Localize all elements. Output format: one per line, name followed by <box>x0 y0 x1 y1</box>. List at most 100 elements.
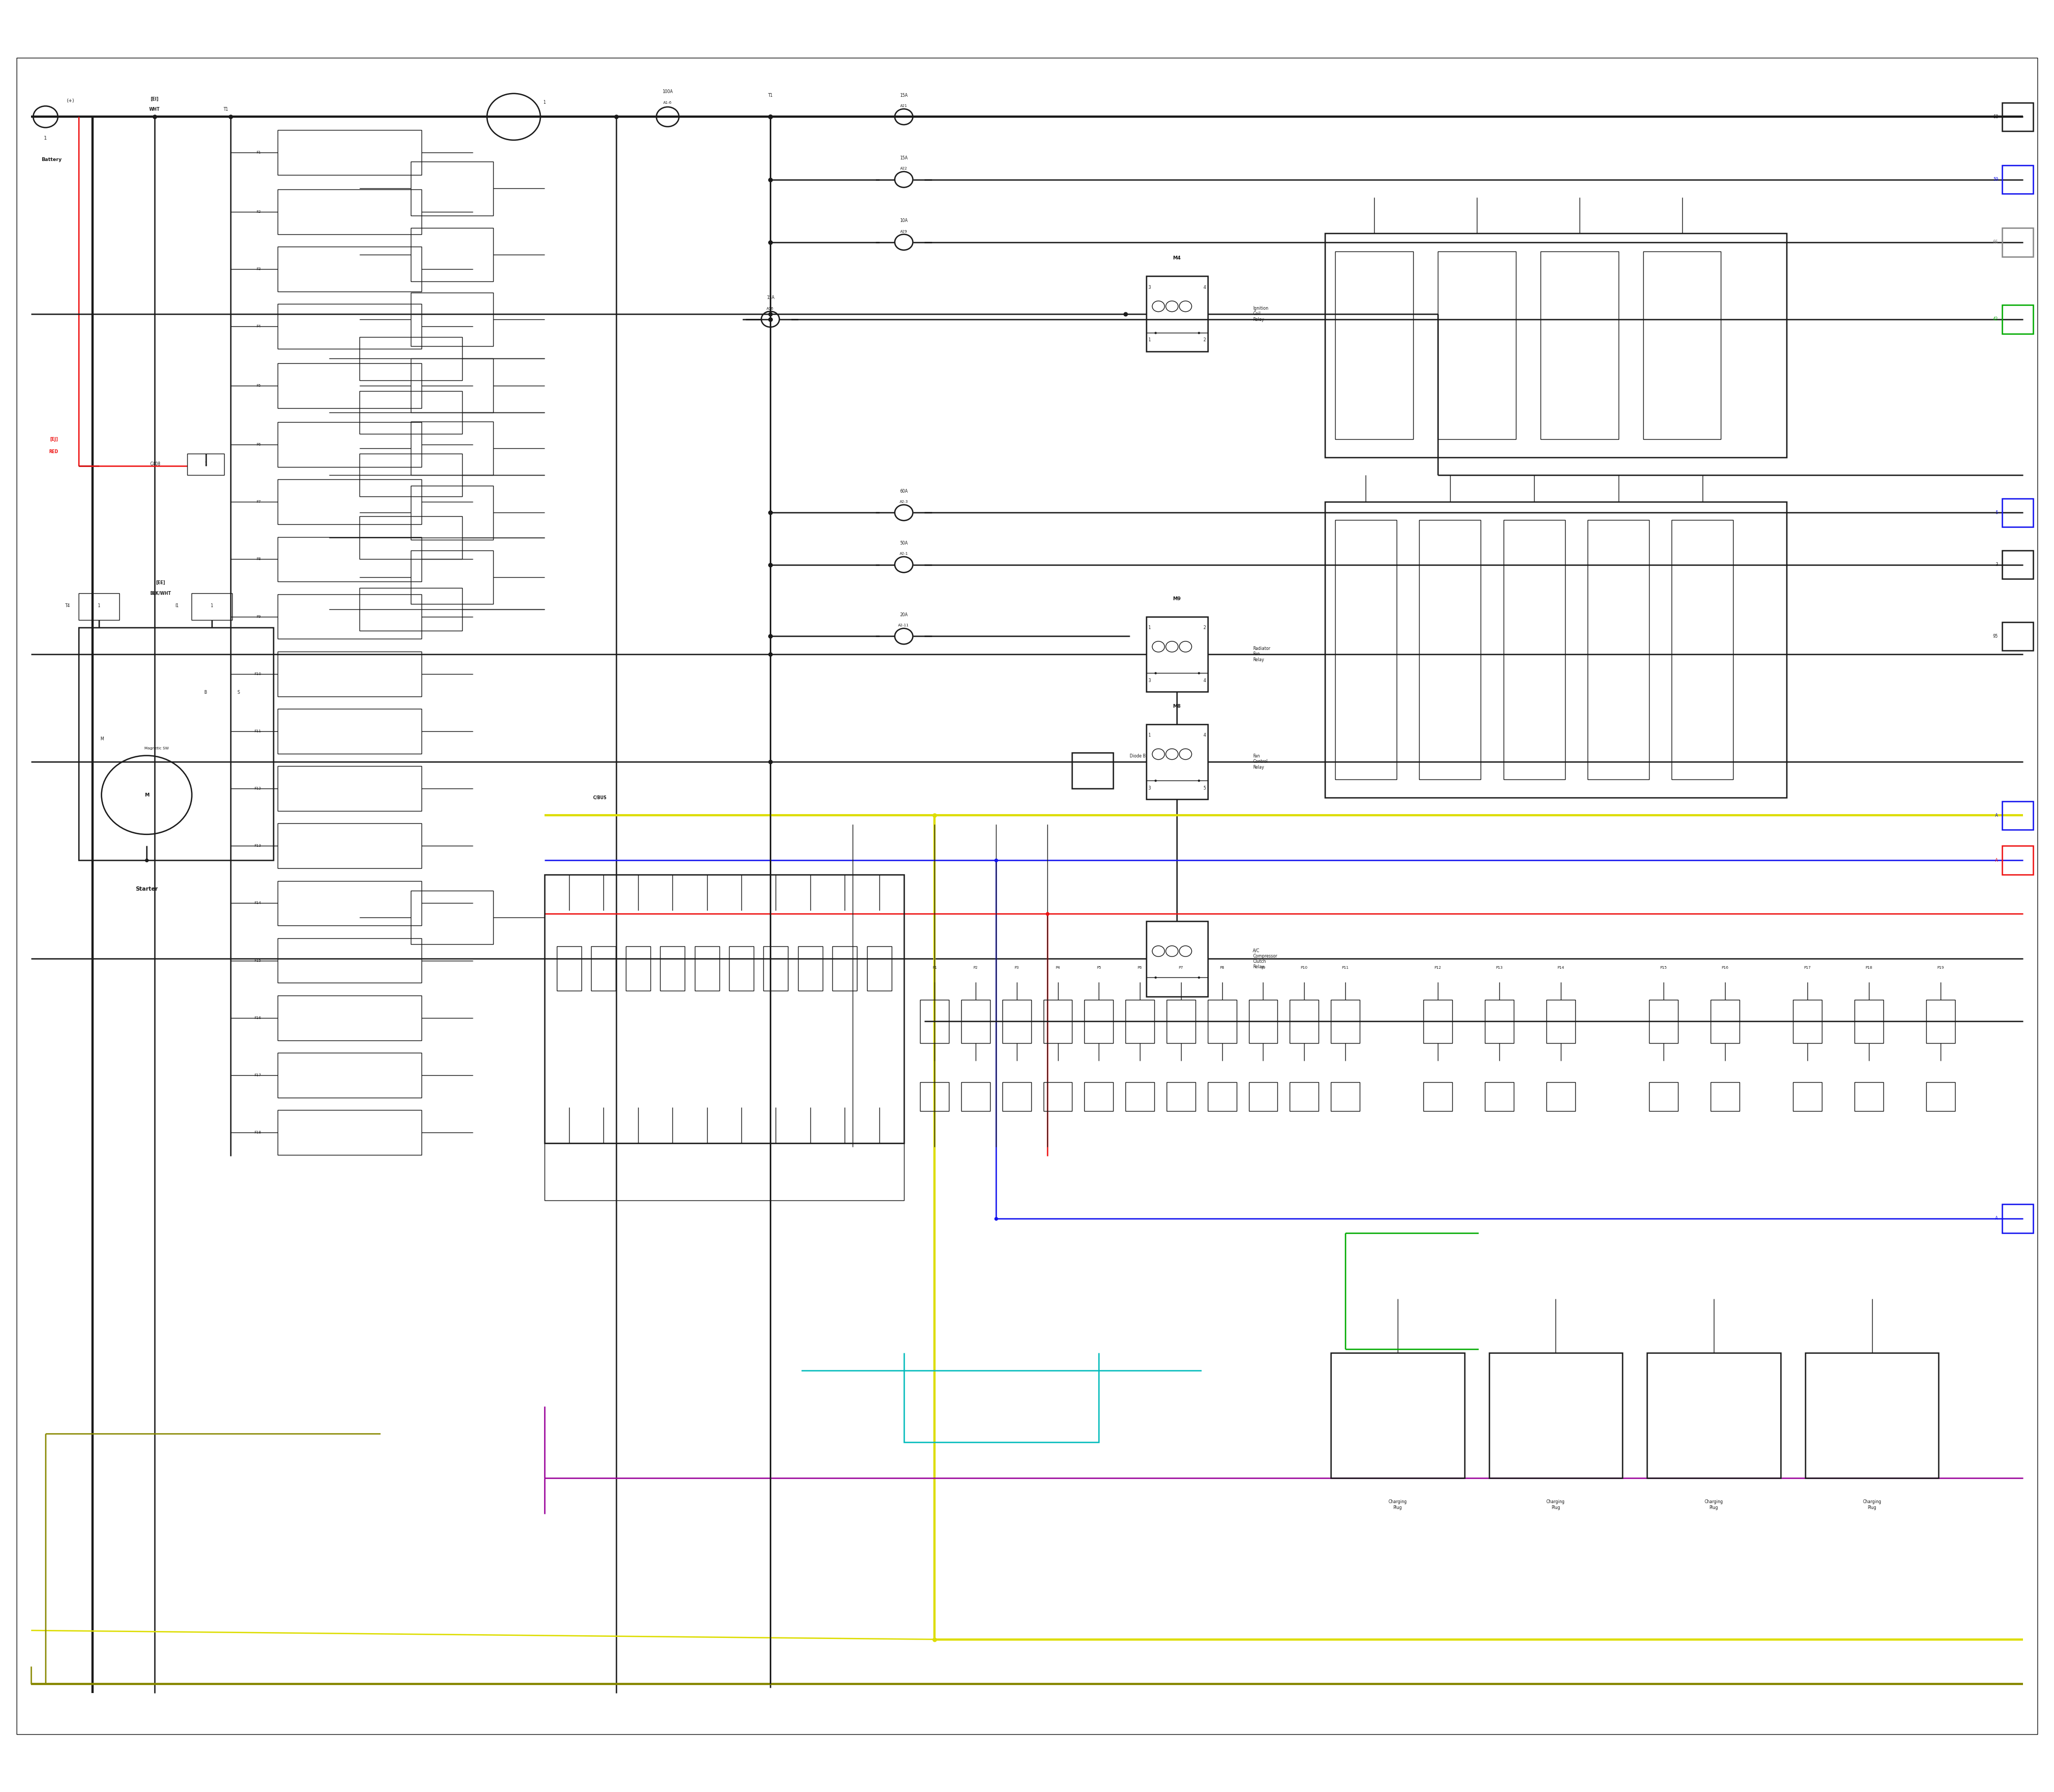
Bar <box>277 480 421 525</box>
Text: M: M <box>144 792 150 797</box>
Bar <box>191 593 232 620</box>
Bar <box>1331 1000 1360 1043</box>
Text: A: A <box>1994 1217 1999 1220</box>
Bar <box>626 946 651 991</box>
Bar <box>1167 1082 1195 1111</box>
Bar <box>411 891 493 944</box>
Text: 5: 5 <box>1204 785 1206 790</box>
Text: P18: P18 <box>1865 966 1873 969</box>
Bar <box>187 453 224 475</box>
Text: [EE]: [EE] <box>156 581 164 584</box>
Bar <box>1146 921 1208 996</box>
Text: 60A: 60A <box>900 489 908 493</box>
Text: P3: P3 <box>1015 966 1019 969</box>
Bar <box>277 710 421 754</box>
Bar <box>832 946 857 991</box>
Bar <box>1927 1000 1955 1043</box>
Bar <box>592 946 616 991</box>
Text: 3: 3 <box>1148 285 1150 290</box>
Text: [EI]: [EI] <box>150 97 158 102</box>
Bar <box>544 874 904 1143</box>
Text: F16: F16 <box>255 1016 261 1020</box>
Bar <box>1540 251 1619 439</box>
Text: Ignition
Coil
Relay: Ignition Coil Relay <box>1253 306 1269 323</box>
Text: 1: 1 <box>43 136 47 142</box>
Bar <box>277 423 421 468</box>
Text: F13: F13 <box>255 844 261 848</box>
Text: 10A: 10A <box>900 219 908 222</box>
Text: T1: T1 <box>224 108 228 113</box>
Text: BLK/WHT: BLK/WHT <box>150 591 170 595</box>
Text: F2: F2 <box>257 210 261 213</box>
Text: 4: 4 <box>1204 677 1206 683</box>
Bar <box>2003 801 2033 830</box>
Bar <box>411 161 493 215</box>
Text: F17: F17 <box>255 1073 261 1077</box>
Bar <box>1335 520 1397 780</box>
Bar <box>557 946 581 991</box>
Bar <box>2003 165 2033 194</box>
Bar <box>1167 1000 1195 1043</box>
Bar <box>277 364 421 409</box>
Bar <box>277 1109 421 1154</box>
Bar <box>920 1000 949 1043</box>
Text: 15A: 15A <box>900 156 908 161</box>
Bar <box>1793 1082 1822 1111</box>
Bar <box>1805 1353 1939 1478</box>
Bar <box>1325 502 1787 797</box>
Text: [EJ]: [EJ] <box>49 437 58 441</box>
Bar <box>2003 846 2033 874</box>
Text: 1: 1 <box>99 604 101 607</box>
Bar <box>277 937 421 982</box>
Text: 95: 95 <box>1992 634 1999 638</box>
Text: P13: P13 <box>1495 966 1504 969</box>
Bar <box>1290 1082 1319 1111</box>
Bar <box>1711 1000 1740 1043</box>
Bar <box>1325 233 1787 457</box>
Bar <box>411 421 493 475</box>
Bar <box>1331 1082 1360 1111</box>
Bar <box>1547 1082 1575 1111</box>
Text: Diode B: Diode B <box>1130 754 1146 758</box>
Bar <box>78 627 273 860</box>
Text: A: A <box>1994 814 1999 817</box>
Bar <box>277 652 421 697</box>
Bar <box>2003 498 2033 527</box>
Text: T4: T4 <box>66 604 70 607</box>
Text: P4: P4 <box>1056 966 1060 969</box>
Bar <box>1438 251 1516 439</box>
Text: S: S <box>236 690 240 695</box>
Bar <box>1643 251 1721 439</box>
Bar <box>1085 1000 1113 1043</box>
Text: P5: P5 <box>1097 966 1101 969</box>
Text: 42: 42 <box>1992 317 1999 321</box>
Bar <box>1647 1353 1781 1478</box>
Text: F15: F15 <box>255 959 261 962</box>
Text: 59: 59 <box>1992 177 1999 183</box>
Bar <box>1290 1000 1319 1043</box>
Text: A16: A16 <box>766 306 774 310</box>
Text: Battery: Battery <box>41 158 62 163</box>
Bar <box>729 946 754 991</box>
Text: 1: 1 <box>205 462 207 466</box>
Text: Charging
Plug: Charging Plug <box>1705 1500 1723 1511</box>
Bar <box>961 1000 990 1043</box>
Text: A2-11: A2-11 <box>898 624 910 627</box>
Bar <box>277 247 421 292</box>
Text: 58: 58 <box>1992 115 1999 120</box>
Bar <box>1419 520 1481 780</box>
Bar <box>411 550 493 604</box>
Text: 15A: 15A <box>766 296 774 299</box>
Bar <box>359 588 462 631</box>
Bar <box>1043 1082 1072 1111</box>
Text: 4: 4 <box>1204 733 1206 738</box>
Text: Magnetic SW: Magnetic SW <box>144 747 168 751</box>
Bar <box>359 453 462 496</box>
Bar <box>411 358 493 412</box>
Text: P9: P9 <box>1261 966 1265 969</box>
Bar <box>277 995 421 1039</box>
Text: P14: P14 <box>1557 966 1565 969</box>
Bar <box>764 946 789 991</box>
Text: F7: F7 <box>257 500 261 504</box>
Text: 50A: 50A <box>900 541 908 545</box>
